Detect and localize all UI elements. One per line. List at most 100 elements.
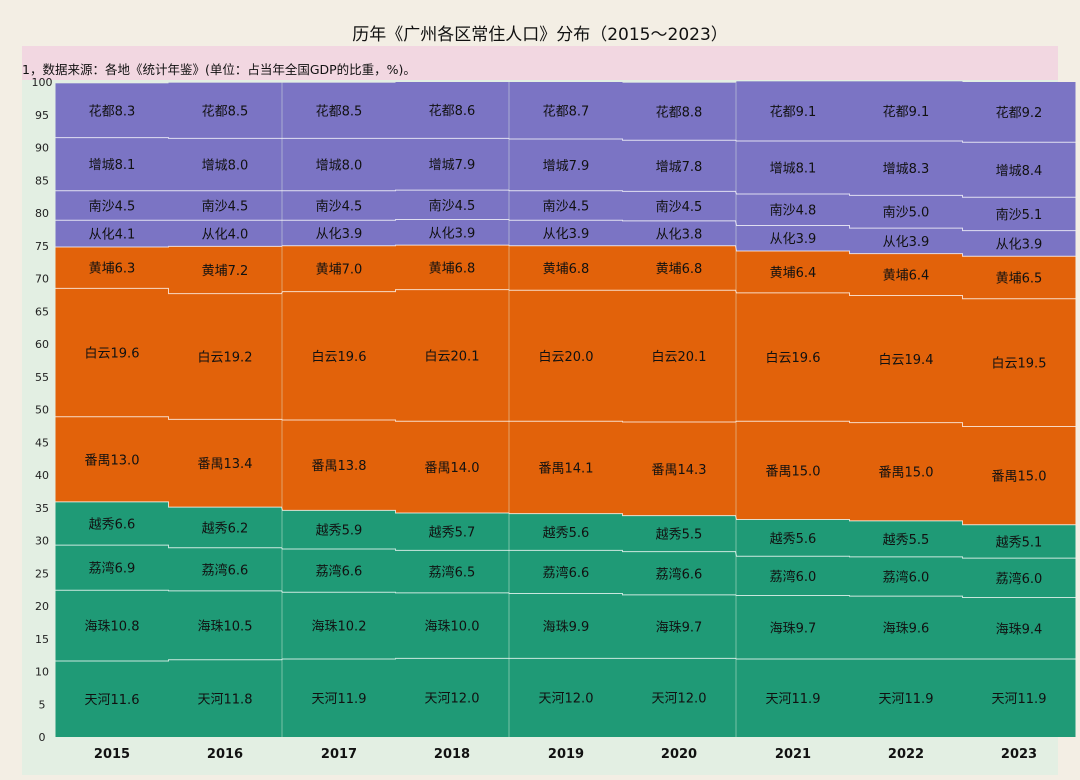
bar-segment <box>282 592 396 660</box>
segment-label: 白云19.5 <box>992 356 1047 372</box>
connector-band <box>508 289 510 422</box>
segment-label: 荔湾6.6 <box>543 565 590 581</box>
connector-band <box>281 138 283 191</box>
segment-label: 天河12.0 <box>652 692 707 707</box>
bar-segment <box>962 142 1076 198</box>
segment-separator-line <box>55 287 1076 300</box>
y-tick-label: 40 <box>35 469 49 482</box>
bar-segment <box>622 421 736 516</box>
bar-segment <box>962 597 1076 660</box>
bar-segment <box>849 295 963 423</box>
bar-segment <box>849 556 963 597</box>
bar-segment <box>622 658 736 737</box>
segment-label: 海珠9.7 <box>656 621 703 636</box>
bar-segment <box>168 507 282 548</box>
bar-segment <box>282 510 396 550</box>
segment-label: 从化3.9 <box>770 232 817 247</box>
bar-segment <box>509 245 623 291</box>
bar-segment <box>168 190 282 221</box>
connector-band <box>508 592 510 659</box>
segment-label: 番禺13.4 <box>198 457 253 472</box>
y-tick-label: 100 <box>32 76 53 89</box>
y-tick-label: 45 <box>35 436 49 449</box>
bar-segment <box>282 659 396 737</box>
connector-band <box>735 594 737 660</box>
x-tick-label: 2019 <box>548 747 584 762</box>
segment-label: 荔湾6.5 <box>429 565 476 581</box>
connector-band <box>735 421 737 520</box>
segment-label: 白云20.1 <box>652 349 707 365</box>
connector-band <box>508 82 510 139</box>
y-tick-label: 20 <box>35 600 49 613</box>
segment-label: 从化3.9 <box>996 237 1043 252</box>
y-tick-label: 80 <box>35 207 49 220</box>
segment-separator-line <box>55 501 1076 526</box>
bar-segment <box>55 288 169 417</box>
segment-label: 天河11.8 <box>198 692 253 707</box>
y-tick-label: 5 <box>39 698 46 711</box>
segment-label: 从化3.9 <box>883 235 930 250</box>
segment-label: 花都8.3 <box>89 103 136 119</box>
bar-segment <box>962 659 1076 737</box>
segment-label: 海珠9.9 <box>543 620 590 635</box>
bar-segment <box>395 592 509 659</box>
bar-segment <box>168 419 282 508</box>
segment-label: 海珠10.2 <box>312 620 367 635</box>
segment-label: 白云19.2 <box>198 349 253 365</box>
connector-band <box>281 419 283 511</box>
segment-label: 花都9.1 <box>770 104 817 120</box>
segment-label: 荔湾6.9 <box>89 561 136 577</box>
x-tick-label: 2020 <box>661 747 697 762</box>
bar-segment <box>849 422 963 521</box>
segment-label: 黄埔6.3 <box>89 262 136 277</box>
segment-separator-line <box>55 416 1076 428</box>
bar-segment <box>168 246 282 294</box>
bar-segment <box>849 81 963 141</box>
bar-segment <box>849 520 963 557</box>
bar-segment <box>736 659 850 737</box>
bar-segment <box>55 190 169 221</box>
bar-segment <box>168 82 282 139</box>
source-note: 1，数据来源：各地《统计年鉴》(单位：占当年全国GDP的比重，%)。 <box>22 62 416 77</box>
segment-label: 增城8.0 <box>316 159 363 174</box>
segment-label: 番禺15.0 <box>992 470 1047 485</box>
segment-label: 越秀5.9 <box>316 524 363 539</box>
bar-segment <box>395 421 509 513</box>
segment-label: 白云19.6 <box>85 346 140 362</box>
connector-band <box>735 290 737 422</box>
bar-segment <box>395 658 509 737</box>
segment-label: 增城8.1 <box>770 161 817 176</box>
segment-label: 番禺13.8 <box>312 459 367 474</box>
segment-label: 南沙4.8 <box>770 203 817 219</box>
bar-segment <box>849 140 963 196</box>
bar-segment <box>509 138 623 191</box>
y-tick-label: 10 <box>35 666 49 679</box>
segment-label: 增城8.0 <box>202 159 249 174</box>
segment-label: 黄埔6.4 <box>883 269 930 284</box>
bar-segment <box>395 82 509 139</box>
bar-segment <box>962 298 1076 427</box>
bar-segment <box>736 519 850 557</box>
bar-segment <box>395 138 509 191</box>
x-tick-label: 2018 <box>434 747 470 762</box>
segment-label: 南沙5.1 <box>996 207 1043 223</box>
connector-band <box>508 219 510 246</box>
bar-segment <box>395 245 509 290</box>
bar-segment <box>55 137 169 191</box>
bar-segment <box>168 138 282 191</box>
segment-label: 黄埔7.0 <box>316 263 363 278</box>
segment-label: 海珠10.0 <box>425 620 480 635</box>
x-tick-label: 2021 <box>775 747 811 762</box>
y-tick-label: 0 <box>39 731 46 744</box>
segment-label: 黄埔6.8 <box>543 262 590 277</box>
y-tick-label: 25 <box>35 567 49 580</box>
connector-band <box>735 140 737 195</box>
bar-segment <box>849 195 963 229</box>
bar-segment <box>168 547 282 591</box>
bar-segment <box>509 421 623 514</box>
bar-segment <box>55 247 169 289</box>
segment-separator-line <box>55 189 1076 198</box>
segment-label: 荔湾6.6 <box>316 564 363 580</box>
